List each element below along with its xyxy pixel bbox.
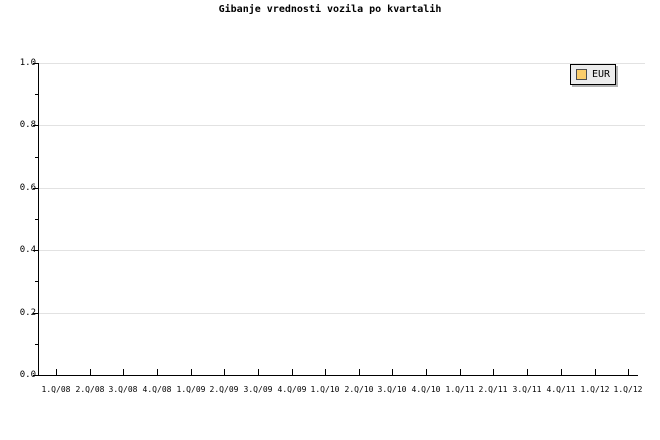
- x-tick: [90, 369, 91, 375]
- x-tick-label: 1.Q/10: [310, 385, 340, 394]
- x-tick-label: 2.Q/09: [209, 385, 239, 394]
- x-axis-line: [38, 375, 638, 376]
- gridline-y: [39, 313, 645, 314]
- x-tick-label: 2.Q/11: [478, 385, 508, 394]
- legend-swatch-eur: [576, 69, 587, 80]
- x-tick: [392, 369, 393, 375]
- x-tick: [258, 369, 259, 375]
- y-tick-label: 1.0: [19, 58, 36, 68]
- y-tick-major: [33, 375, 39, 376]
- x-tick: [426, 369, 427, 375]
- x-tick-label: 3.Q/09: [243, 385, 273, 394]
- x-tick-label: 4.Q/11: [546, 385, 576, 394]
- x-tick-label: 2.Q/08: [75, 385, 105, 394]
- legend-label-eur: EUR: [592, 69, 611, 80]
- x-tick-label: 1.Q/09: [176, 385, 206, 394]
- gridline-y: [39, 125, 645, 126]
- y-tick-major: [33, 250, 39, 251]
- x-tick-label: 1.Q/12: [613, 385, 643, 394]
- y-tick-label: 0.4: [19, 245, 36, 255]
- gridline-y: [39, 250, 645, 251]
- x-tick-label: 1.Q/08: [41, 385, 71, 394]
- y-tick-minor: [35, 281, 39, 282]
- x-tick-label: 2.Q/10: [344, 385, 374, 394]
- y-tick-label: 0.6: [19, 183, 36, 193]
- y-tick-major: [33, 313, 39, 314]
- y-tick-major: [33, 63, 39, 64]
- y-tick-major: [33, 125, 39, 126]
- x-tick: [224, 369, 225, 375]
- x-tick-label: 3.Q/11: [512, 385, 542, 394]
- y-tick-major: [33, 188, 39, 189]
- y-axis-labels: 0.0 0.2 0.4 0.6 0.8 1.0: [0, 0, 36, 440]
- x-tick-label: 1.Q/12: [580, 385, 610, 394]
- y-tick-minor: [35, 157, 39, 158]
- y-tick-minor: [35, 219, 39, 220]
- x-tick: [123, 369, 124, 375]
- x-tick: [595, 369, 596, 375]
- x-tick-label: 3.Q/08: [108, 385, 138, 394]
- y-tick-label: 0.8: [19, 120, 36, 130]
- y-tick-minor: [35, 344, 39, 345]
- y-tick-label: 0.2: [19, 308, 36, 318]
- gridline-y: [39, 188, 645, 189]
- series-layer: [39, 63, 645, 375]
- y-tick-label: 0.0: [19, 370, 36, 380]
- chart-title: Gibanje vrednosti vozila po kvartalih: [218, 4, 442, 15]
- x-tick-label: 4.Q/09: [277, 385, 307, 394]
- x-tick: [157, 369, 158, 375]
- x-tick-label: 3.Q/10: [377, 385, 407, 394]
- chart-legend[interactable]: EUR: [570, 64, 617, 85]
- x-tick: [292, 369, 293, 375]
- y-tick-minor: [35, 94, 39, 95]
- gridline-y: [39, 63, 645, 64]
- x-tick: [460, 369, 461, 375]
- x-tick: [56, 369, 57, 375]
- x-tick-label: 4.Q/10: [411, 385, 441, 394]
- plot-area: [39, 63, 645, 375]
- x-tick: [191, 369, 192, 375]
- x-tick: [325, 369, 326, 375]
- x-tick: [359, 369, 360, 375]
- x-tick: [561, 369, 562, 375]
- x-tick: [628, 369, 629, 375]
- x-tick: [527, 369, 528, 375]
- x-tick: [493, 369, 494, 375]
- x-tick-label: 1.Q/11: [445, 385, 475, 394]
- x-tick-label: 4.Q/08: [142, 385, 172, 394]
